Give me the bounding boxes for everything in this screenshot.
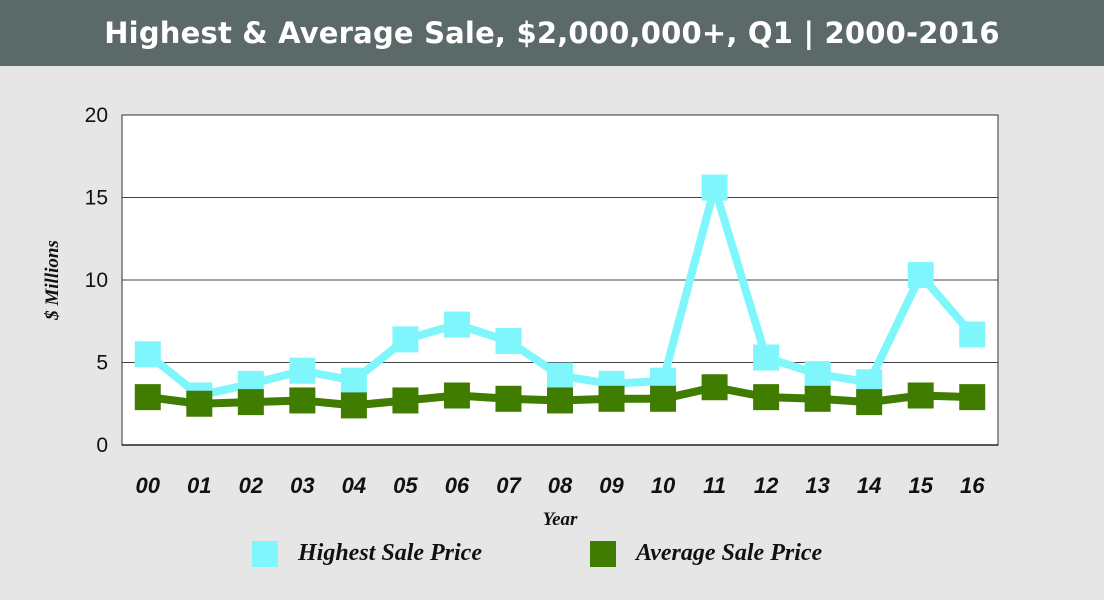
data-point-marker <box>547 362 573 389</box>
data-point-marker <box>650 385 677 412</box>
data-point-marker <box>959 384 986 411</box>
data-point-marker <box>289 357 316 384</box>
legend-item-highest: Highest Sale Price <box>252 540 482 567</box>
y-tick-label: 0 <box>96 434 108 457</box>
data-point-marker <box>753 384 780 411</box>
x-tick-label: 02 <box>239 473 264 498</box>
data-point-marker <box>237 389 264 416</box>
x-tick-label: 14 <box>857 473 881 498</box>
x-tick-label: 08 <box>548 473 573 498</box>
data-point-marker <box>134 341 161 368</box>
x-tick-label: 06 <box>445 473 470 498</box>
y-tick-label: 15 <box>85 187 108 210</box>
data-point-marker <box>186 390 213 417</box>
y-tick-label: 20 <box>85 104 108 127</box>
x-tick-label: 03 <box>290 473 314 498</box>
x-tick-label: 16 <box>960 473 985 498</box>
x-tick-label: 15 <box>908 473 933 498</box>
x-tick-label: 12 <box>754 473 779 498</box>
y-axis-ticks: 0 5 10 15 20 <box>85 104 108 457</box>
x-axis-label: Year <box>543 509 578 530</box>
x-tick-label: 01 <box>187 473 211 498</box>
y-tick-label: 5 <box>96 352 108 375</box>
x-axis-ticks: 00 01 02 03 04 05 06 07 08 09 10 11 12 13 14 15 16 <box>136 473 986 498</box>
legend-label-highest: Highest Sale Price <box>298 540 482 566</box>
data-point-marker <box>907 262 934 289</box>
data-point-marker <box>443 311 470 338</box>
x-tick-label: 07 <box>496 473 522 498</box>
data-point-marker <box>495 328 522 355</box>
x-tick-label: 13 <box>805 473 829 498</box>
series-layer <box>134 174 986 419</box>
y-tick-label: 10 <box>85 269 108 292</box>
data-point-marker <box>804 385 831 412</box>
data-point-marker <box>701 374 728 401</box>
x-tick-label: 04 <box>342 473 366 498</box>
gridlines <box>122 197 998 446</box>
data-point-marker <box>289 387 316 414</box>
x-tick-label: 11 <box>703 473 726 498</box>
data-point-marker <box>598 385 625 412</box>
chart-title: Highest & Average Sale, $2,000,000+, Q1 … <box>104 16 1000 50</box>
data-point-marker <box>547 387 573 414</box>
data-point-marker <box>856 389 883 416</box>
title-bar: Highest & Average Sale, $2,000,000+, Q1 … <box>0 0 1104 66</box>
data-point-marker <box>443 382 470 409</box>
data-point-marker <box>392 326 419 353</box>
data-point-marker <box>340 367 367 394</box>
legend-swatch-highest <box>252 540 278 567</box>
y-axis-label: $ Millions <box>42 240 63 321</box>
data-point-marker <box>753 344 780 371</box>
data-point-marker <box>340 392 367 419</box>
x-tick-label: 09 <box>599 473 624 498</box>
data-point-marker <box>495 385 522 412</box>
data-point-marker <box>392 387 419 414</box>
series-1 <box>134 374 986 419</box>
data-point-marker <box>907 382 934 409</box>
data-point-marker <box>701 174 728 201</box>
x-tick-label: 05 <box>393 473 418 498</box>
x-tick-label: 10 <box>651 473 676 498</box>
legend-swatch-average <box>590 540 616 567</box>
legend-item-average: Average Sale Price <box>590 540 822 567</box>
data-point-marker <box>804 361 831 388</box>
legend-label-average: Average Sale Price <box>636 540 823 566</box>
data-point-marker <box>959 321 986 348</box>
data-point-marker <box>134 384 161 411</box>
legend: Highest Sale Price Average Sale Price <box>0 540 1104 580</box>
x-tick-label: 00 <box>136 473 161 498</box>
